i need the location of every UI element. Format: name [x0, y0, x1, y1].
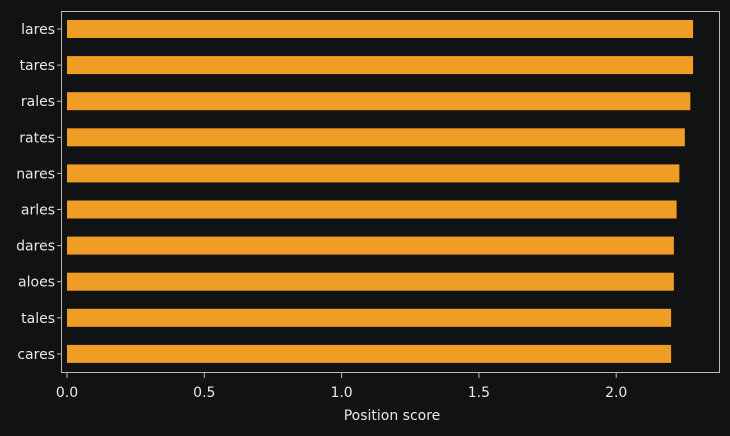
x-tick-label: 1.5 — [468, 385, 490, 401]
bar-cares — [67, 344, 672, 363]
category-label-cares: cares — [17, 347, 55, 363]
category-label-lares: lares — [21, 22, 55, 38]
plot-frame — [61, 11, 720, 373]
category-label-rales: rales — [21, 94, 55, 110]
x-axis-title: Position score — [344, 408, 441, 424]
category-label-tares: tares — [20, 58, 55, 74]
x-tick-label: 0.5 — [193, 385, 215, 401]
bar-tares — [67, 56, 694, 75]
category-label-rates: rates — [19, 130, 55, 146]
bar-tales — [67, 308, 672, 327]
x-tick-label: 2.0 — [605, 385, 627, 401]
category-label-nares: nares — [16, 166, 55, 182]
bar-arles — [67, 200, 677, 219]
bar-nares — [67, 164, 680, 183]
x-tick-label: 0.0 — [56, 385, 78, 401]
bar-lares — [67, 20, 694, 38]
category-label-tales: tales — [21, 311, 55, 327]
category-axis: lares tares rales rates nares arles dares aloes… — [16, 22, 62, 363]
bars-layer — [67, 20, 694, 363]
bar-aloes — [67, 272, 674, 291]
category-label-dares: dares — [16, 239, 55, 255]
category-label-arles: arles — [21, 203, 55, 219]
bar-rales — [67, 92, 691, 111]
category-label-aloes: aloes — [18, 275, 55, 291]
x-tick-label: 1.0 — [330, 385, 352, 401]
bar-dares — [67, 236, 674, 255]
bar-rates — [67, 128, 685, 147]
value-axis: 0.0 0.5 1.0 1.5 2.0 — [56, 373, 627, 401]
